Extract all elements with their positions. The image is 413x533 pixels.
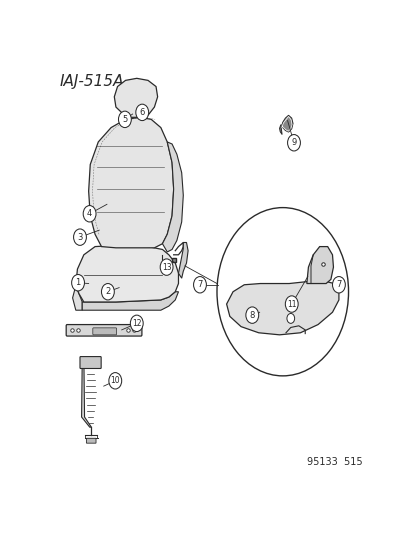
Polygon shape [76, 245, 178, 302]
Polygon shape [82, 292, 178, 310]
Circle shape [130, 315, 143, 332]
Circle shape [286, 313, 294, 324]
Circle shape [245, 307, 258, 324]
Text: IAJ-515A: IAJ-515A [59, 74, 124, 89]
Polygon shape [226, 281, 338, 335]
Circle shape [332, 277, 344, 293]
Polygon shape [72, 286, 82, 310]
Text: 9: 9 [291, 138, 296, 147]
Circle shape [135, 104, 148, 120]
Polygon shape [279, 115, 292, 134]
Circle shape [101, 284, 114, 300]
Circle shape [160, 259, 173, 276]
Polygon shape [178, 243, 188, 278]
Circle shape [83, 206, 96, 222]
Text: 4: 4 [87, 209, 92, 218]
Circle shape [216, 207, 348, 376]
Text: 5: 5 [122, 115, 127, 124]
Circle shape [118, 111, 131, 127]
Circle shape [71, 274, 84, 291]
Polygon shape [162, 142, 183, 252]
FancyBboxPatch shape [93, 328, 116, 335]
Text: 10: 10 [110, 376, 120, 385]
Text: 8: 8 [249, 311, 254, 320]
Polygon shape [88, 117, 173, 248]
Polygon shape [306, 247, 332, 284]
FancyBboxPatch shape [66, 325, 142, 336]
FancyBboxPatch shape [80, 357, 101, 368]
Text: 12: 12 [132, 319, 141, 328]
Circle shape [285, 296, 297, 312]
Text: 1: 1 [75, 278, 81, 287]
Text: 2: 2 [105, 287, 110, 296]
Text: 13: 13 [161, 263, 171, 272]
Circle shape [109, 373, 121, 389]
Text: 3: 3 [77, 232, 83, 241]
Text: 6: 6 [139, 108, 145, 117]
FancyBboxPatch shape [86, 438, 96, 443]
Circle shape [193, 277, 206, 293]
Circle shape [74, 229, 86, 245]
Text: 95133  515: 95133 515 [306, 457, 362, 467]
Polygon shape [81, 359, 91, 427]
Text: 11: 11 [286, 300, 296, 309]
Text: 7: 7 [197, 280, 202, 289]
Text: 7: 7 [335, 280, 341, 289]
Circle shape [287, 134, 300, 151]
Polygon shape [114, 78, 157, 117]
